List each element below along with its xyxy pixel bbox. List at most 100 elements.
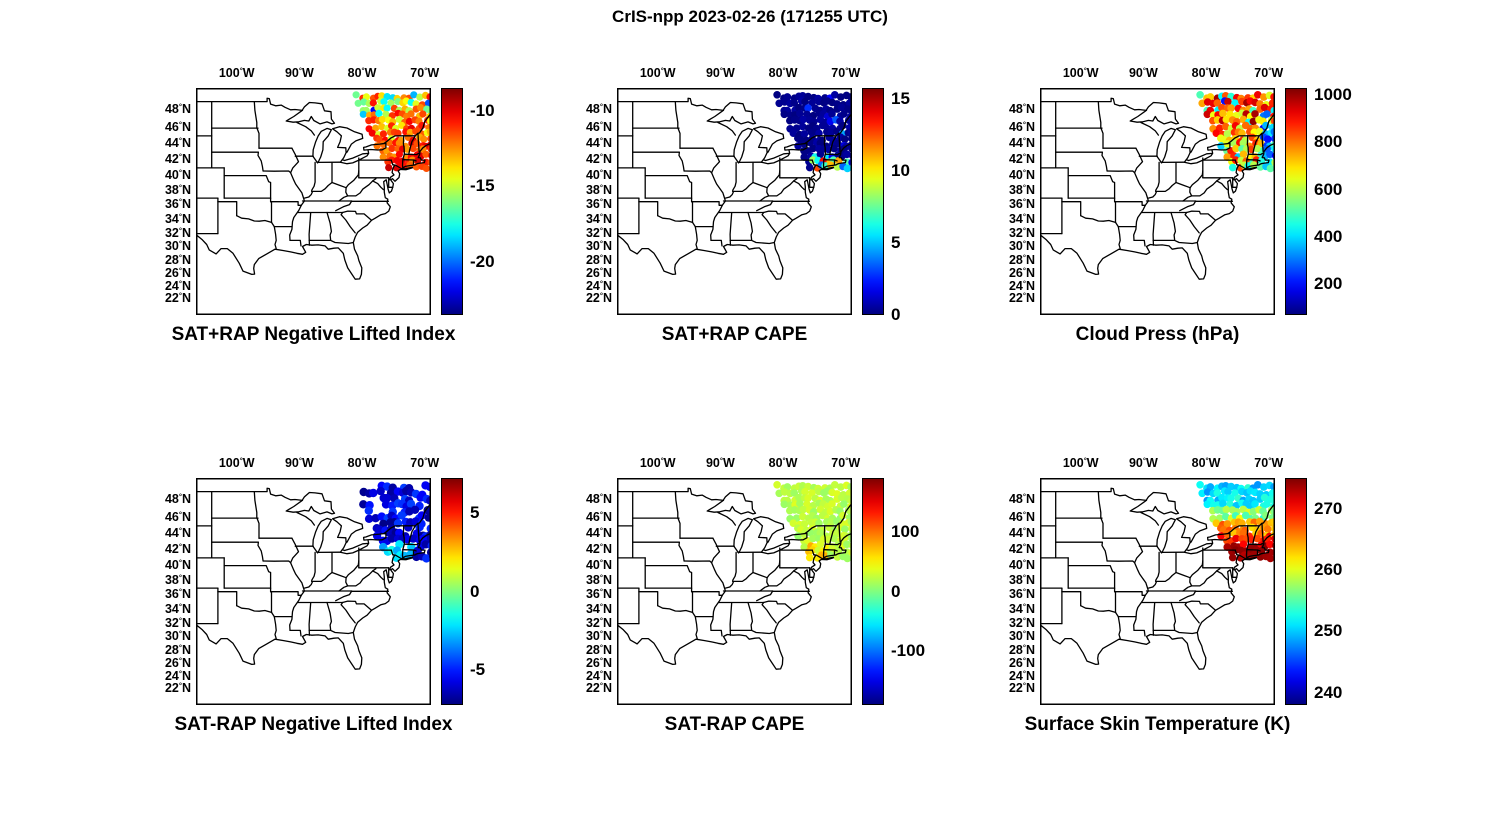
- lon-tick-label: 70°W: [1254, 66, 1284, 80]
- colorbar-tick-label: 5: [470, 502, 480, 522]
- lat-tick-label: 26°N: [164, 655, 191, 670]
- lat-tick-label: 36°N: [164, 587, 191, 602]
- lat-tick-label: 40°N: [1008, 167, 1035, 182]
- axes-frame: [1040, 88, 1275, 315]
- lat-tick-label: 46°N: [1008, 119, 1035, 134]
- lon-tick-label: 100°W: [639, 66, 676, 80]
- state-borders: [1040, 487, 1275, 670]
- colorbar-tick-label: 260: [1314, 560, 1343, 580]
- lat-tick-label: 42°N: [1008, 152, 1035, 167]
- lon-tick-label: 80°W: [1191, 456, 1221, 470]
- colorbar-tick-label: 400: [1314, 226, 1343, 246]
- lat-tick-label: 22°N: [164, 291, 191, 306]
- lat-tick-label: 32°N: [164, 615, 191, 630]
- lat-tick-label: 40°N: [585, 167, 612, 182]
- lat-tick-label: 28°N: [585, 642, 612, 657]
- colorbar: [862, 478, 884, 705]
- lat-tick-label: 48°N: [164, 492, 191, 507]
- colorbar-tick-label: 10: [891, 161, 910, 181]
- colorbar-tick-label: 15: [891, 89, 910, 109]
- lat-tick-label: 44°N: [1008, 526, 1035, 541]
- lat-tick-label: 30°N: [1008, 239, 1035, 254]
- lat-tick-label: 22°N: [164, 681, 191, 696]
- lat-tick-label: 28°N: [1008, 642, 1035, 657]
- lat-tick-label: 26°N: [1008, 655, 1035, 670]
- lat-tick-label: 48°N: [164, 102, 191, 117]
- lon-tick-label: 80°W: [347, 66, 377, 80]
- panel-1: 100°W 90°W 80°W 70°W 48°N 46°N 44°N 42°N 40°N 38°…: [126, 56, 546, 368]
- lon-tick-label: 90°W: [1128, 456, 1158, 470]
- state-borders: [196, 97, 431, 280]
- lat-tick-label: 40°N: [585, 557, 612, 572]
- lat-tick-label: 48°N: [585, 102, 612, 117]
- axes-frame: [1040, 478, 1275, 705]
- map-plot: [617, 478, 852, 705]
- colorbar: [1285, 88, 1307, 315]
- panel-3: 100°W 90°W 80°W 70°W 48°N 46°N 44°N 42°N 40°N 38°…: [970, 56, 1390, 368]
- colorbar-tick-label: 600: [1314, 179, 1343, 199]
- lon-tick-label: 90°W: [705, 66, 735, 80]
- colorbar-tick-label: 240: [1314, 682, 1343, 702]
- lat-tick-label: 34°N: [164, 211, 191, 226]
- lat-tick-label: 32°N: [585, 225, 612, 240]
- panel-4: 100°W 90°W 80°W 70°W 48°N 46°N 44°N 42°N 40°N 38°…: [126, 446, 546, 758]
- colorbar-tick-label: 270: [1314, 498, 1343, 518]
- lon-tick-label: 90°W: [1128, 66, 1158, 80]
- lat-tick-label: 48°N: [585, 492, 612, 507]
- map-plot: [196, 88, 431, 315]
- lat-tick-label: 24°N: [1008, 278, 1035, 293]
- lon-tick-label: 100°W: [218, 66, 255, 80]
- lon-tick-label: 80°W: [347, 456, 377, 470]
- colorbar-tick-label: -10: [470, 100, 495, 120]
- panel-title: SAT-RAP Negative Lifted Index: [174, 714, 453, 735]
- colorbar-tick-label: 0: [891, 305, 901, 324]
- lat-tick-label: 44°N: [585, 136, 612, 151]
- lat-tick-label: 36°N: [164, 197, 191, 212]
- panel-6: 100°W 90°W 80°W 70°W 48°N 46°N 44°N 42°N 40°N 38°…: [970, 446, 1390, 758]
- lat-tick-label: 48°N: [1008, 492, 1035, 507]
- lat-tick-label: 44°N: [164, 526, 191, 541]
- lat-tick-label: 40°N: [164, 167, 191, 182]
- lat-tick-label: 34°N: [1008, 601, 1035, 616]
- lat-tick-label: 44°N: [1008, 136, 1035, 151]
- lat-tick-label: 46°N: [164, 119, 191, 134]
- lat-tick-label: 30°N: [585, 629, 612, 644]
- lat-tick-label: 24°N: [585, 278, 612, 293]
- state-borders: [617, 97, 852, 280]
- lat-tick-label: 44°N: [585, 526, 612, 541]
- lat-tick-label: 34°N: [585, 211, 612, 226]
- lon-tick-label: 70°W: [1254, 456, 1284, 470]
- colorbar: [441, 478, 463, 705]
- lon-tick-label: 100°W: [639, 456, 676, 470]
- map-plot: [196, 478, 431, 705]
- lat-tick-label: 42°N: [1008, 542, 1035, 557]
- lat-tick-label: 28°N: [1008, 252, 1035, 267]
- lon-tick-label: 80°W: [1191, 66, 1221, 80]
- panel-2: 100°W 90°W 80°W 70°W 48°N 46°N 44°N 42°N 40°N 38°…: [547, 56, 967, 368]
- colorbar-tick-label: 800: [1314, 132, 1343, 152]
- lat-tick-label: 26°N: [1008, 265, 1035, 280]
- lat-tick-label: 34°N: [1008, 211, 1035, 226]
- lon-tick-label: 90°W: [284, 456, 314, 470]
- lat-tick-label: 46°N: [585, 119, 612, 134]
- lat-tick-label: 26°N: [164, 265, 191, 280]
- lat-tick-label: 42°N: [164, 152, 191, 167]
- colorbar-tick-label: -5: [470, 660, 486, 680]
- colorbar-tick-label: -20: [470, 252, 495, 272]
- colorbar-tick-label: 1000: [1314, 85, 1352, 105]
- colorbar-tick-label: 5: [891, 233, 901, 253]
- scatter-points: [773, 481, 852, 563]
- figure-title: CrIS-npp 2023-02-26 (171255 UTC): [612, 7, 888, 26]
- lat-tick-label: 36°N: [1008, 587, 1035, 602]
- panel-5: 100°W 90°W 80°W 70°W 48°N 46°N 44°N 42°N 40°N 38°…: [547, 446, 967, 758]
- lat-tick-label: 24°N: [164, 668, 191, 683]
- lat-tick-label: 42°N: [164, 542, 191, 557]
- lat-tick-label: 48°N: [1008, 102, 1035, 117]
- lat-tick-label: 22°N: [1008, 291, 1035, 306]
- lat-tick-label: 22°N: [1008, 681, 1035, 696]
- lat-tick-label: 32°N: [164, 225, 191, 240]
- lat-tick-label: 30°N: [1008, 629, 1035, 644]
- panel-title: Surface Skin Temperature (K): [1024, 714, 1291, 735]
- lon-tick-label: 100°W: [218, 456, 255, 470]
- lon-tick-label: 80°W: [768, 456, 798, 470]
